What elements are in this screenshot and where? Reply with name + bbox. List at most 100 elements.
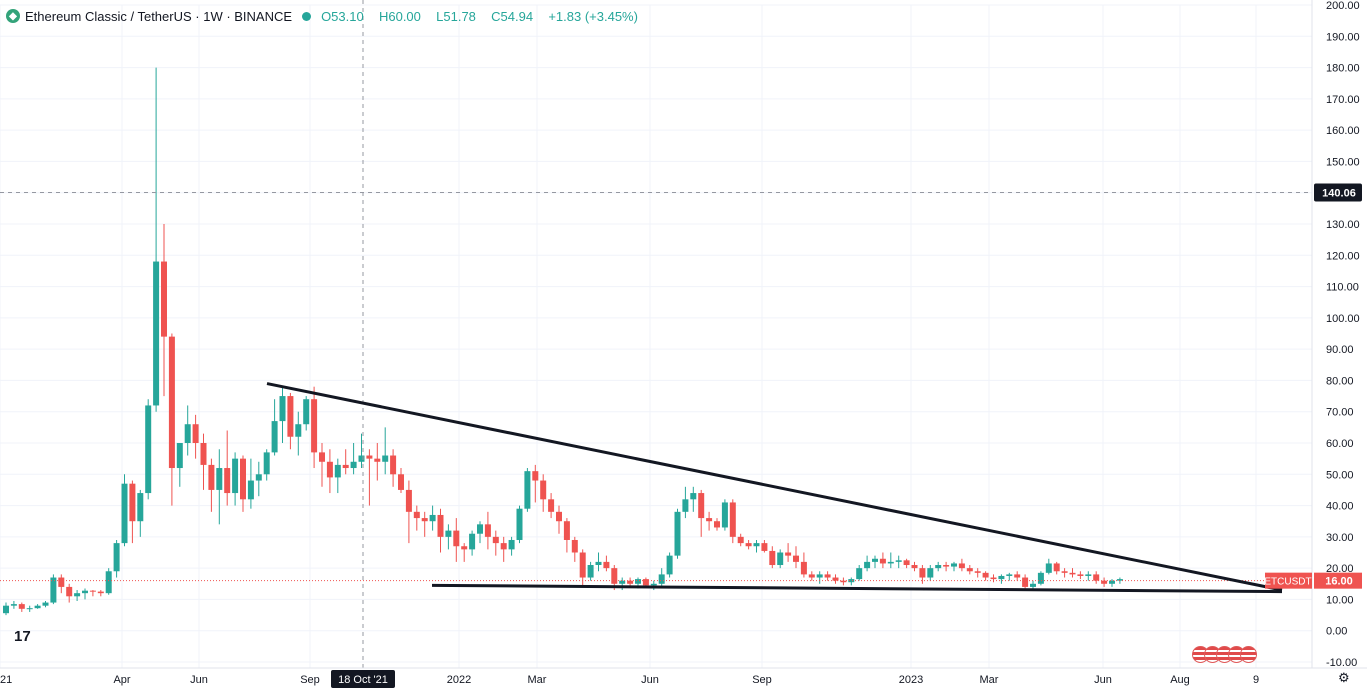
time-tick-label: Mar xyxy=(980,674,999,686)
candle-body xyxy=(477,524,483,534)
price-tick-label: 170.00 xyxy=(1326,94,1360,106)
symbol-legend: ◆ Ethereum Classic / TetherUS · 1W · BIN… xyxy=(6,6,638,26)
candle-body xyxy=(1093,574,1100,581)
candle-body xyxy=(974,571,981,573)
economic-events-flags[interactable] xyxy=(1192,646,1257,663)
candle-body xyxy=(919,568,926,578)
time-tick-label: Jun xyxy=(190,674,208,686)
candle-body xyxy=(816,574,823,578)
candle-body xyxy=(200,443,207,465)
time-tick-label: Sep xyxy=(300,674,320,686)
candle-body xyxy=(137,493,144,522)
candle-body xyxy=(753,543,760,547)
candle-body xyxy=(453,530,460,547)
candle-body xyxy=(982,572,989,578)
market-status-icon[interactable] xyxy=(302,11,312,21)
symbol-title[interactable]: Ethereum Classic / TetherUS · 1W · BINAN… xyxy=(25,8,293,24)
candle-body xyxy=(350,461,357,469)
symbol-tag: ETCUSDT xyxy=(1264,577,1311,588)
us-flag-icon[interactable] xyxy=(1240,646,1257,663)
candle-body xyxy=(192,424,199,443)
price-axis[interactable]: 200.00 190.00 180.00 170.00 160.00 150.00 140.… xyxy=(1264,0,1367,689)
candle-body xyxy=(255,474,262,481)
candlestick-series xyxy=(3,67,1123,616)
candle-body xyxy=(887,561,894,564)
candle-body xyxy=(571,539,578,553)
candle-body xyxy=(674,511,681,556)
candle-body xyxy=(232,458,239,494)
candle-body xyxy=(761,543,768,551)
price-tick-label: 70.00 xyxy=(1326,407,1354,419)
time-tick-label: 2021 xyxy=(0,674,12,686)
candle-body xyxy=(311,399,318,453)
candle-body xyxy=(319,452,325,462)
candle-body xyxy=(682,499,689,512)
candle-body xyxy=(271,421,278,453)
chart-grid xyxy=(0,4,1312,668)
tradingview-logo-icon[interactable]: 17 xyxy=(14,628,31,645)
candle-body xyxy=(168,336,175,469)
candle-body xyxy=(698,493,705,519)
candle-body xyxy=(951,563,957,567)
candle-body xyxy=(382,455,389,462)
time-tick-label: 2023 xyxy=(899,674,923,686)
candle-body xyxy=(97,591,104,594)
candle-body xyxy=(398,474,404,490)
crosshair-time-label-bg xyxy=(331,670,395,688)
candle-body xyxy=(793,555,799,562)
candle-body xyxy=(161,261,167,337)
candle-body xyxy=(943,565,950,567)
candle-body xyxy=(1053,563,1060,572)
candle-body xyxy=(690,493,697,500)
candle-body xyxy=(58,577,65,587)
candle-body xyxy=(808,574,815,578)
candle-body xyxy=(1116,579,1123,581)
candle-body xyxy=(777,552,784,566)
candle-body xyxy=(966,568,973,572)
candle-body xyxy=(3,605,9,614)
candle-body xyxy=(872,558,878,562)
price-tick-label: 150.00 xyxy=(1326,156,1360,168)
high-value: H60.00 xyxy=(378,8,421,24)
price-tick-label: 60.00 xyxy=(1326,438,1354,450)
candle-body xyxy=(295,424,302,437)
time-tick-label: 9 xyxy=(1253,674,1259,686)
candle-body xyxy=(911,565,918,569)
price-tick-label: 20.00 xyxy=(1326,563,1354,575)
candle-body xyxy=(500,543,507,550)
candle-body xyxy=(587,565,594,578)
candle-body xyxy=(603,561,610,569)
candle-body xyxy=(492,536,499,544)
candle-body xyxy=(1101,580,1108,584)
candle-body xyxy=(287,396,294,437)
candle-body xyxy=(18,604,25,609)
candle-body xyxy=(176,443,183,469)
candle-body xyxy=(579,552,586,578)
candle-body xyxy=(263,452,270,475)
candle-body xyxy=(113,543,120,572)
candle-body xyxy=(26,608,33,610)
time-axis[interactable]: 2021 Apr Jun Sep 2022 Mar Jun Sep 2023 Mar Jun Aug 9… xyxy=(0,667,1367,689)
candle-body xyxy=(461,546,468,550)
candle-body xyxy=(1061,571,1068,573)
symbol-tag-bg xyxy=(1265,572,1312,589)
candle-body xyxy=(532,471,539,481)
candle-body xyxy=(334,464,341,478)
candle-body xyxy=(998,575,1005,580)
candle-body xyxy=(153,261,160,406)
candle-body xyxy=(666,555,673,575)
candle-body xyxy=(1006,574,1013,576)
candle-body xyxy=(34,605,41,609)
candle-body xyxy=(619,580,626,584)
price-tick-label: 10.00 xyxy=(1326,594,1354,606)
candle-body xyxy=(184,424,191,443)
candle-body xyxy=(421,518,428,522)
candle-body xyxy=(1037,572,1044,584)
candle-body xyxy=(832,577,839,581)
candle-body xyxy=(1077,574,1084,576)
candle-body xyxy=(1069,572,1076,575)
change-value: +1.83 (+3.45%) xyxy=(548,8,638,24)
support-line xyxy=(431,583,1283,594)
settings-gear-icon[interactable]: ⚙ xyxy=(1338,670,1350,685)
